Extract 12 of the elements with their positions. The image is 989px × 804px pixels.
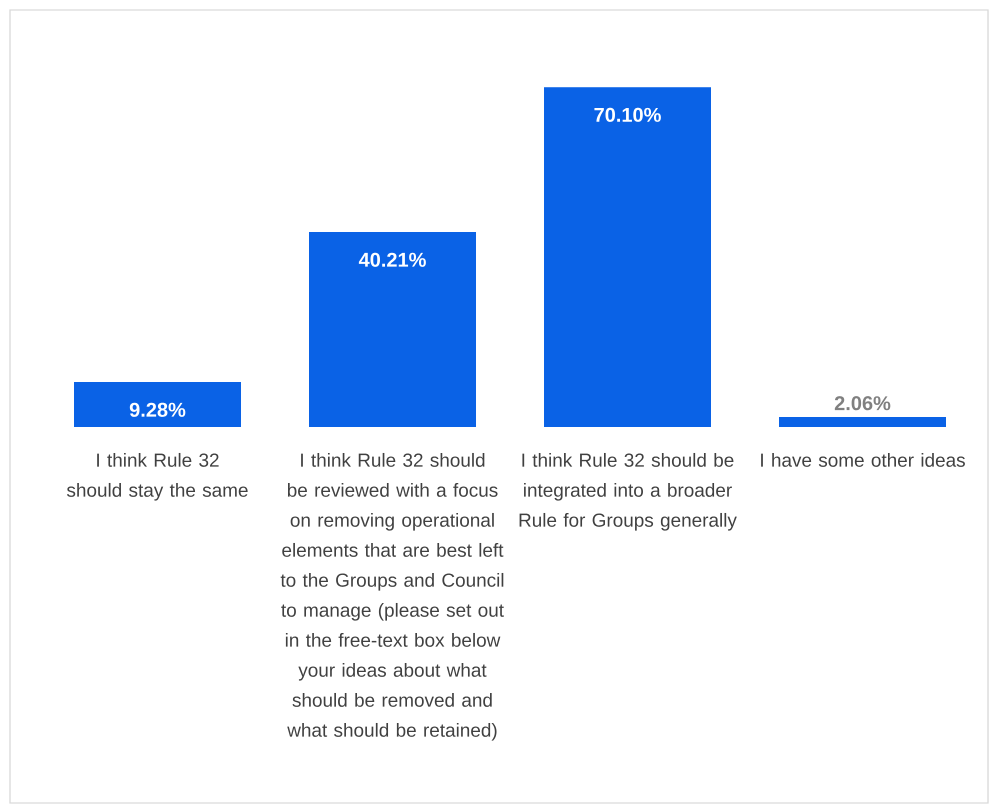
bar [74, 382, 242, 427]
data-label: 70.10% [594, 108, 661, 122]
data-label: 9.28% [130, 402, 186, 417]
data-label: 2.06% [834, 396, 890, 410]
x-tick-label: I think Rule 32 should stay the same [66, 452, 248, 501]
category-label: I think Rule 32 should be reviewed with a focus on removing operational elements that are best left to the Groups and Council to manage (please set out in the free-text box below your ideas about what should be removed and what should be retained) [280, 452, 504, 741]
data-label: 40.21% [358, 252, 426, 267]
bar [309, 232, 476, 427]
bar [544, 87, 712, 427]
bar [779, 417, 946, 427]
x-tick-label: I think Rule 32 should be integrated into a broader Rule for Groups generally [520, 452, 737, 531]
x-tick-label: I have some other ideas [761, 452, 965, 467]
